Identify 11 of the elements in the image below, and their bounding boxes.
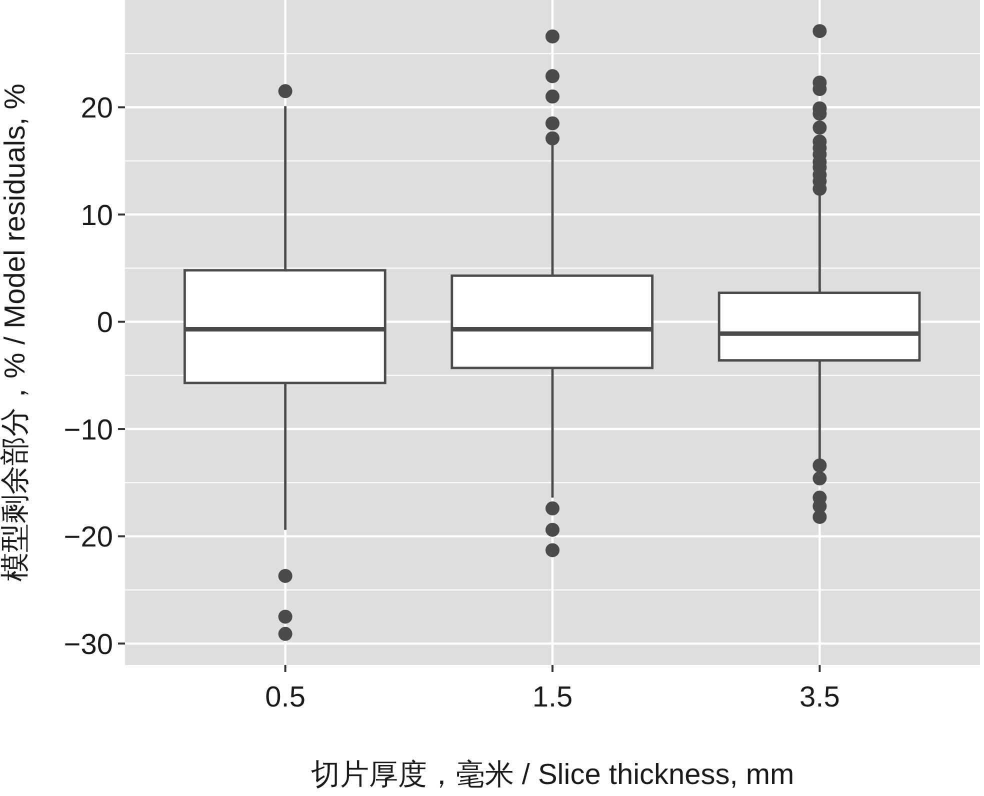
y-tick-label: 0 — [96, 307, 113, 340]
y-tick-label: −30 — [64, 628, 113, 661]
y-tick-label: 10 — [80, 200, 113, 232]
y-axis-title: 模型剩余部分，% / Model residuals, % — [0, 84, 32, 582]
y-tick-label: −20 — [64, 522, 113, 554]
x-tick-label: 1.5 — [532, 682, 573, 714]
y-tick-label: −10 — [64, 414, 113, 446]
x-tick-label: 3.5 — [800, 682, 840, 714]
x-tick-label: 0.5 — [265, 682, 306, 714]
y-tick-label: 20 — [80, 92, 113, 125]
x-axis-title: 切片厚度，毫米 / Slice thickness, mm — [310, 759, 794, 791]
